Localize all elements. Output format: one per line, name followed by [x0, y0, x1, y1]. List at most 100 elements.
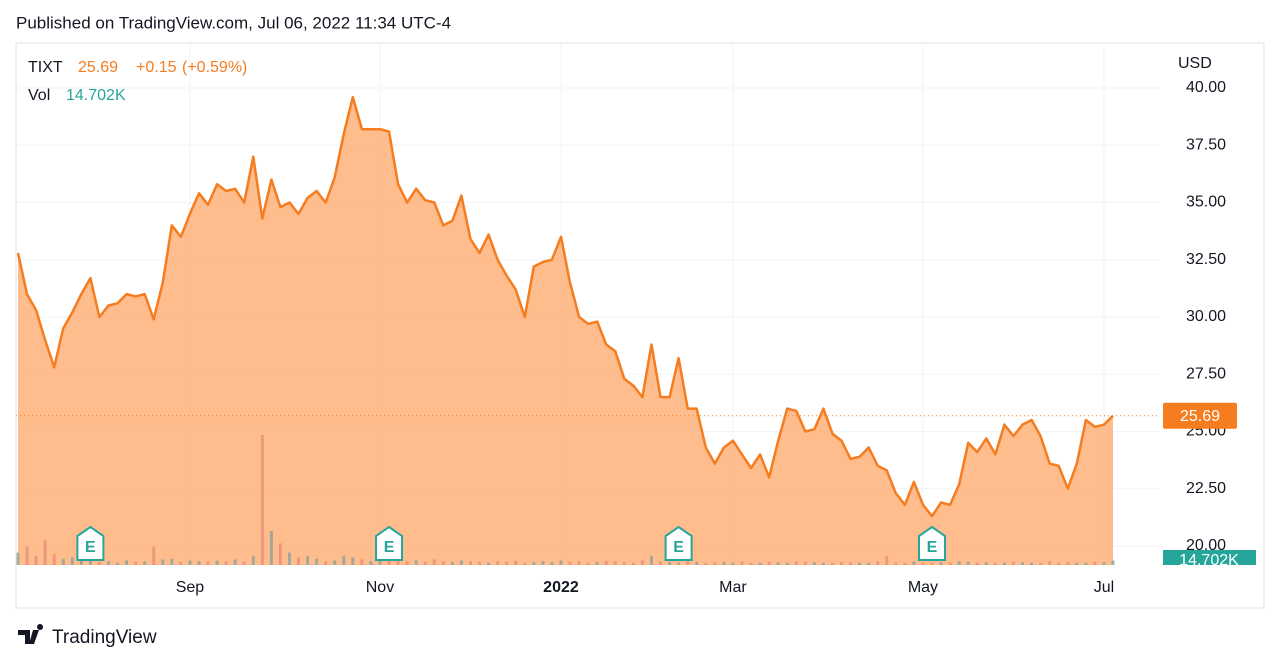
volume-bar: [278, 543, 282, 565]
volume-bar: [550, 562, 554, 565]
volume-bar: [749, 562, 753, 565]
volume-bar: [134, 561, 138, 565]
volume-bar: [342, 555, 346, 565]
volume-bar: [767, 561, 771, 565]
volume-bar: [260, 435, 264, 565]
volume-bar: [79, 560, 83, 565]
volume-bar: [441, 561, 445, 565]
volume-bar: [541, 561, 545, 565]
volume-bar: [170, 558, 174, 565]
volume-bar: [758, 562, 762, 565]
volume-bar: [840, 561, 844, 565]
y-tick-label: 40.00: [1186, 79, 1226, 96]
volume-bar: [505, 561, 509, 565]
y-tick-label: 22.50: [1186, 480, 1226, 497]
y-tick-label: 20.00: [1186, 537, 1226, 554]
volume-bar: [52, 554, 56, 565]
volume-bar: [568, 561, 572, 565]
volume-bar: [677, 562, 681, 565]
volume-bar: [966, 561, 970, 565]
volume-bar: [740, 561, 744, 565]
volume-bar: [1075, 562, 1079, 565]
volume-bar: [1030, 562, 1034, 565]
volume-bar: [1084, 562, 1088, 565]
volume-bar: [514, 560, 518, 565]
volume-bar: [125, 560, 129, 565]
earnings-label: E: [384, 539, 395, 556]
x-tick-label: 2022: [543, 579, 579, 596]
legend-change-pct: (+0.59%): [182, 59, 247, 76]
last-volume-label: 14.702K: [1179, 552, 1239, 569]
volume-bar: [849, 562, 853, 565]
volume-bar: [43, 540, 47, 565]
volume-bar: [496, 561, 500, 565]
volume-bar: [324, 561, 328, 565]
legend-volume-name: Vol: [28, 87, 50, 104]
chart-frame: [15, 42, 1265, 609]
earnings-label: E: [85, 539, 96, 556]
x-tick-label: Nov: [366, 579, 394, 596]
volume-bar: [1011, 561, 1015, 565]
volume-bar: [233, 559, 237, 565]
volume-bar: [821, 562, 825, 565]
currency-label: USD: [1178, 55, 1212, 72]
volume-bar: [1048, 561, 1052, 565]
volume-bar: [532, 561, 536, 565]
volume-bar: [1102, 562, 1106, 565]
brand-name: TradingView: [52, 627, 157, 648]
volume-bar: [975, 562, 979, 565]
y-tick-label: 32.50: [1186, 251, 1226, 268]
area-fill: [18, 97, 1113, 565]
volume-bar: [333, 560, 337, 565]
x-tick-label: Jul: [1094, 579, 1114, 596]
last-price-badge: [1163, 402, 1237, 429]
volume-bar: [450, 561, 454, 565]
volume-bar: [297, 557, 301, 565]
volume-bar: [179, 561, 183, 565]
volume-bar: [315, 558, 319, 565]
volume-bar: [360, 559, 364, 565]
volume-bar: [930, 562, 934, 565]
x-tick-label: Mar: [719, 579, 747, 596]
volume-bar: [405, 561, 409, 565]
volume-bar: [1066, 562, 1070, 565]
volume-bar: [468, 561, 472, 565]
volume-bar: [1021, 562, 1025, 565]
volume-bar: [287, 552, 291, 565]
volume-bar: [622, 562, 626, 565]
volume-bar: [649, 555, 653, 565]
volume-bar: [595, 561, 599, 565]
volume-bar: [613, 561, 617, 565]
volume-bar: [604, 560, 608, 565]
earnings-label: E: [673, 539, 684, 556]
volume-bar: [785, 562, 789, 565]
volume-bar: [369, 561, 373, 565]
x-tick-label: May: [908, 579, 938, 596]
volume-bar: [803, 561, 807, 565]
volume-bar: [631, 562, 635, 565]
volume-bar: [921, 562, 925, 565]
volume-bar: [1039, 562, 1043, 565]
earnings-marker: [664, 525, 693, 561]
volume-bar: [34, 555, 38, 565]
legend-change: +0.15: [136, 59, 177, 76]
volume-bar: [251, 555, 255, 565]
volume-bar: [459, 560, 463, 565]
volume-bar: [858, 562, 862, 565]
y-tick-label: 37.50: [1186, 136, 1226, 153]
price-line: [16, 95, 1114, 518]
brand-logo: TradingView: [18, 624, 157, 648]
volume-bar: [396, 558, 400, 565]
volume-bar: [116, 562, 120, 565]
volume-bar: [577, 561, 581, 565]
volume-bar: [830, 562, 834, 565]
volume-bar: [559, 560, 563, 565]
earnings-label: E: [927, 539, 938, 556]
volume-bar: [215, 560, 219, 565]
y-tick-label: 30.00: [1186, 308, 1226, 325]
volume-bar: [16, 552, 20, 565]
volume-bar: [242, 561, 246, 565]
volume-bar: [957, 561, 961, 565]
volume-bar: [378, 560, 382, 565]
